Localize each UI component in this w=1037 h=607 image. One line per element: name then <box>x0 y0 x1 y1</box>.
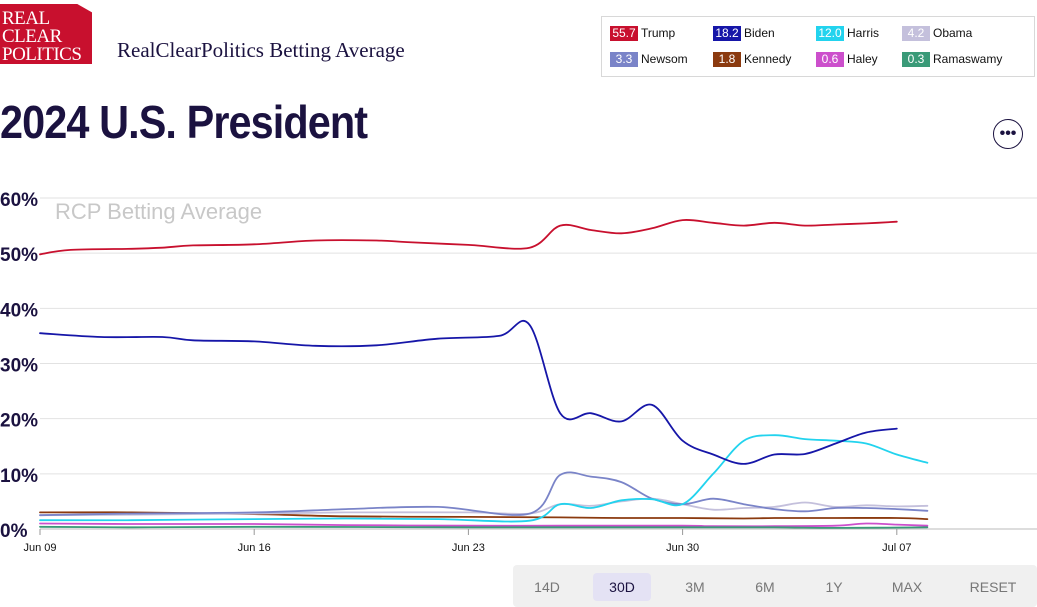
legend-value: 0.6 <box>816 52 844 67</box>
legend-label: Kennedy <box>744 52 792 66</box>
legend-item-haley[interactable]: 0.6 Haley <box>816 52 878 67</box>
legend: 55.7 Trump 18.2 Biden 12.0 Harris 4.2 Obama … <box>601 16 1035 77</box>
ellipsis-icon: ••• <box>999 125 1017 142</box>
brand-title: RealClearPolitics Betting Average <box>117 38 405 62</box>
series-line-biden <box>39 319 898 465</box>
legend-label: Trump <box>641 26 676 40</box>
legend-label: Ramaswamy <box>933 52 1003 66</box>
x-tick-label: Jun 23 <box>452 542 485 554</box>
range-30d-button[interactable]: 30D <box>593 573 651 601</box>
series-line-haley <box>39 522 929 528</box>
legend-value: 12.0 <box>816 26 844 41</box>
range-3m-button[interactable]: 3M <box>685 579 705 595</box>
legend-value: 3.3 <box>610 52 638 67</box>
y-tick-label: 50% <box>0 245 38 266</box>
legend-label: Biden <box>744 26 775 40</box>
range-max-button[interactable]: MAX <box>891 579 923 595</box>
y-tick-label: 20% <box>0 411 38 432</box>
legend-item-newsom[interactable]: 3.3 Newsom <box>610 52 688 67</box>
range-14d-button[interactable]: 14D <box>534 579 560 595</box>
legend-label: Newsom <box>641 52 688 66</box>
legend-value: 55.7 <box>610 26 638 41</box>
y-tick-label: 0% <box>0 521 28 542</box>
legend-value: 1.8 <box>713 52 741 67</box>
x-tick-label: Jun 16 <box>238 542 271 554</box>
logo-line-2: CLEAR <box>2 26 62 47</box>
y-tick-label: 10% <box>0 466 38 487</box>
legend-item-trump[interactable]: 55.7 Trump <box>610 26 675 41</box>
logo-line-3: POLITICS <box>2 44 82 65</box>
x-tick-label: Jun 09 <box>23 542 56 554</box>
page-title: 2024 U.S. President <box>0 96 368 148</box>
legend-item-biden[interactable]: 18.2 Biden <box>713 26 775 41</box>
line-chart: 0% 10% 20% 30% 40% 50% 60% RCP Betting Average J… <box>0 190 1037 554</box>
legend-item-obama[interactable]: 4.2 Obama <box>902 26 972 41</box>
legend-label: Obama <box>933 26 973 40</box>
rcp-logo[interactable]: REAL CLEAR POLITICS <box>0 4 92 64</box>
series-line-harris <box>39 434 929 523</box>
legend-item-harris[interactable]: 12.0 Harris <box>816 26 879 41</box>
range-1y-button[interactable]: 1Y <box>825 579 843 595</box>
legend-item-kennedy[interactable]: 1.8 Kennedy <box>713 52 791 67</box>
legend-value: 4.2 <box>902 26 930 41</box>
x-tick-label: Jul 07 <box>882 542 911 554</box>
legend-label: Harris <box>847 26 879 40</box>
chart-watermark: RCP Betting Average <box>55 199 262 224</box>
more-options-button[interactable]: ••• <box>993 119 1023 149</box>
legend-label: Haley <box>847 52 878 66</box>
range-selector: 14D 30D 3M 6M 1Y MAX RESET <box>513 565 1037 607</box>
range-6m-button[interactable]: 6M <box>755 579 775 595</box>
legend-item-ramaswamy[interactable]: 0.3 Ramaswamy <box>902 52 1002 67</box>
series-line-ramaswamy <box>39 525 929 529</box>
legend-value: 0.3 <box>902 52 930 67</box>
logo-line-1: REAL <box>2 8 50 29</box>
series-line-trump <box>39 218 898 256</box>
y-tick-label: 40% <box>0 300 38 321</box>
y-tick-label: 30% <box>0 356 38 377</box>
series-line-newsom <box>39 471 929 517</box>
reset-button[interactable]: RESET <box>969 579 1017 595</box>
x-tick-label: Jun 30 <box>666 542 699 554</box>
legend-value: 18.2 <box>713 26 741 41</box>
y-tick-label: 60% <box>0 190 38 211</box>
